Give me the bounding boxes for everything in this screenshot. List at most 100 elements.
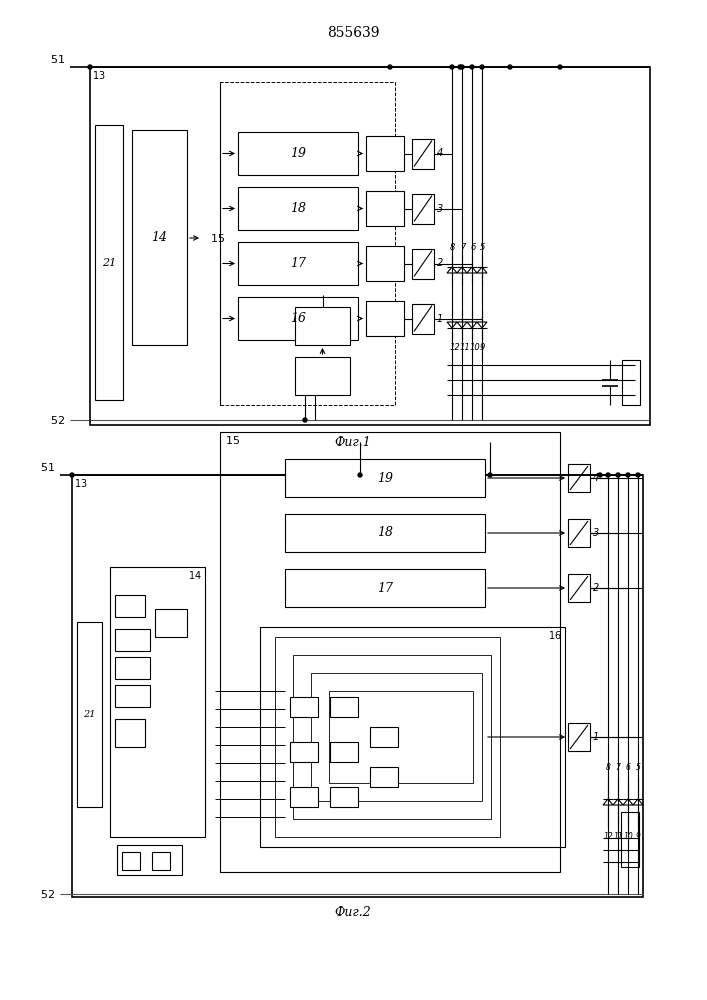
Text: 5: 5 — [480, 243, 486, 252]
Bar — [285, 514, 485, 552]
Circle shape — [636, 473, 640, 477]
Text: 16: 16 — [290, 312, 306, 325]
Bar — [366, 136, 404, 171]
Circle shape — [460, 65, 464, 69]
Text: 1: 1 — [437, 314, 443, 324]
Bar — [238, 297, 358, 340]
Bar — [412, 304, 434, 334]
Bar — [311, 673, 482, 801]
Bar — [72, 475, 643, 897]
Bar — [290, 787, 318, 807]
Bar — [295, 307, 350, 345]
Bar — [330, 787, 358, 807]
Bar — [330, 742, 358, 762]
Bar — [152, 852, 170, 870]
Bar — [122, 852, 140, 870]
Text: 9: 9 — [636, 832, 641, 841]
Bar — [260, 627, 565, 847]
Circle shape — [598, 473, 602, 477]
Bar — [568, 519, 590, 547]
Bar — [290, 697, 318, 717]
Text: $\mathit{52}$: $\mathit{52}$ — [50, 414, 65, 426]
Text: 17: 17 — [290, 257, 306, 270]
Text: 18: 18 — [290, 202, 306, 215]
Text: 10: 10 — [470, 343, 481, 352]
Text: 10: 10 — [623, 832, 633, 841]
Bar — [220, 432, 560, 872]
Circle shape — [558, 65, 562, 69]
Bar — [238, 242, 358, 285]
Circle shape — [488, 473, 492, 477]
Circle shape — [616, 473, 620, 477]
Text: Фиг.2: Фиг.2 — [334, 906, 371, 918]
Text: 2: 2 — [593, 583, 600, 593]
Circle shape — [480, 65, 484, 69]
Text: 9: 9 — [480, 343, 486, 352]
Bar — [330, 697, 358, 717]
Text: 6: 6 — [626, 763, 631, 772]
Circle shape — [470, 65, 474, 69]
Circle shape — [70, 473, 74, 477]
Bar — [275, 637, 500, 837]
Bar — [412, 138, 434, 168]
Circle shape — [458, 65, 462, 69]
Text: 17: 17 — [377, 582, 393, 594]
Bar — [115, 629, 150, 651]
Text: 3: 3 — [437, 204, 443, 214]
Bar — [110, 567, 205, 837]
Text: 19: 19 — [377, 472, 393, 485]
Text: $\mathit{16}$: $\mathit{16}$ — [549, 629, 562, 641]
Text: 5: 5 — [636, 763, 641, 772]
Text: $\mathit{51}$: $\mathit{51}$ — [40, 461, 55, 473]
Text: $\mathit{13}$: $\mathit{13}$ — [74, 477, 88, 489]
Text: 18: 18 — [377, 526, 393, 540]
Bar — [293, 655, 491, 819]
Text: 21: 21 — [102, 257, 116, 267]
Bar — [115, 657, 150, 679]
Text: 14: 14 — [151, 231, 168, 244]
Bar — [117, 845, 182, 875]
Text: $\mathit{15}$: $\mathit{15}$ — [225, 434, 240, 446]
Text: 7: 7 — [616, 763, 621, 772]
Bar — [285, 459, 485, 497]
Circle shape — [626, 473, 630, 477]
Text: 19: 19 — [290, 147, 306, 160]
Text: 4: 4 — [437, 148, 443, 158]
Bar — [115, 595, 145, 617]
Text: 11: 11 — [613, 832, 623, 841]
Bar — [220, 82, 395, 405]
Text: 21: 21 — [83, 710, 95, 719]
Circle shape — [388, 65, 392, 69]
Bar — [568, 574, 590, 602]
Text: 12: 12 — [450, 343, 461, 352]
Bar — [366, 246, 404, 281]
Bar — [115, 685, 150, 707]
Text: $\mathit{52}$: $\mathit{52}$ — [40, 888, 55, 900]
Bar — [412, 248, 434, 278]
Circle shape — [508, 65, 512, 69]
Text: $\mathit{51}$: $\mathit{51}$ — [50, 53, 65, 65]
Bar — [90, 67, 650, 425]
Bar — [295, 357, 350, 395]
Bar — [412, 194, 434, 224]
Text: 3: 3 — [593, 528, 600, 538]
Text: 11: 11 — [460, 343, 471, 352]
Text: 8: 8 — [606, 763, 610, 772]
Text: 1: 1 — [593, 732, 600, 742]
Bar — [370, 727, 398, 747]
Bar — [568, 723, 590, 751]
Text: $\mathit{14}$: $\mathit{14}$ — [188, 569, 202, 581]
Text: $\mathit{13}$: $\mathit{13}$ — [92, 69, 105, 81]
Bar — [622, 360, 640, 405]
Bar — [366, 301, 404, 336]
Text: $\mathit{15}$: $\mathit{15}$ — [210, 232, 225, 244]
Text: 8: 8 — [450, 243, 455, 252]
Bar — [568, 464, 590, 492]
Text: 4: 4 — [593, 473, 600, 483]
Circle shape — [606, 473, 610, 477]
Bar — [621, 812, 639, 867]
Text: Фиг.1: Фиг.1 — [334, 436, 371, 450]
Bar — [77, 622, 102, 807]
Text: 6: 6 — [470, 243, 475, 252]
Circle shape — [303, 418, 307, 422]
